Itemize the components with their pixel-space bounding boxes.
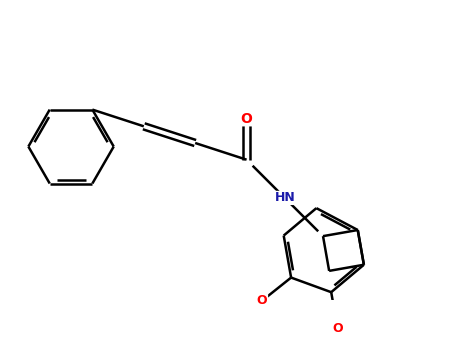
Text: HN: HN	[274, 191, 295, 204]
Text: O: O	[241, 112, 253, 126]
Text: O: O	[257, 294, 268, 307]
Text: O: O	[332, 322, 343, 335]
